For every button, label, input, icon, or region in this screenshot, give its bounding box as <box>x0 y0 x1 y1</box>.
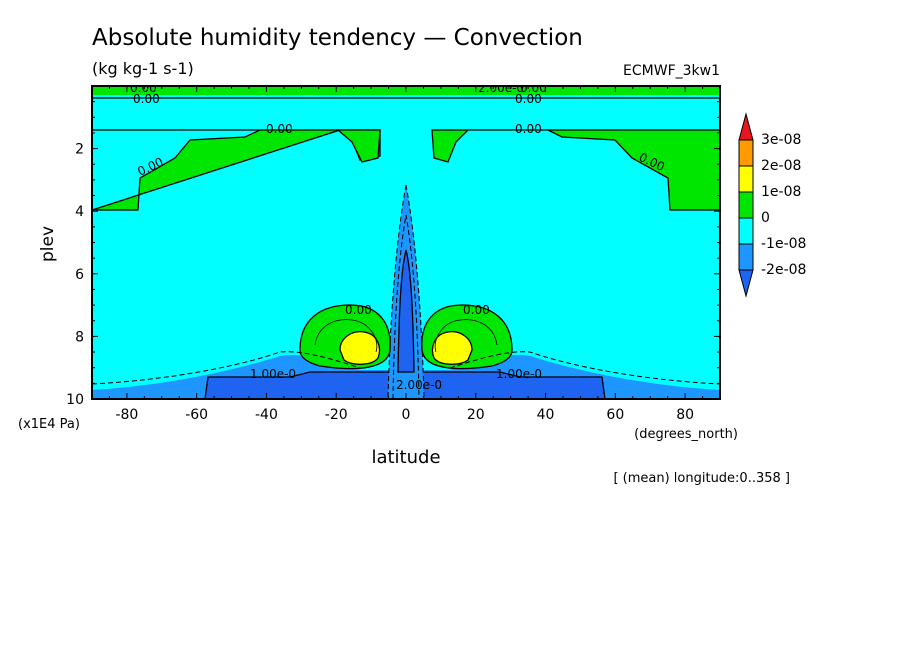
contour-label: 0.00 <box>515 122 542 136</box>
contour-label: 0.00 <box>130 81 157 95</box>
x-units-label: (degrees_north) <box>634 427 738 442</box>
y-tick-label: 4 <box>75 204 84 220</box>
x-tick-label: 20 <box>467 407 485 423</box>
colorbar-segment <box>738 165 754 193</box>
colorbar-segment <box>738 269 754 298</box>
y-units-label: (x1E4 Pa) <box>18 417 80 432</box>
x-tick-label: -80 <box>115 407 138 423</box>
x-tick-label: 60 <box>606 407 624 423</box>
contour-label: 0.00 <box>463 303 490 317</box>
x-tick-label: 40 <box>537 407 555 423</box>
x-tick-label: 0 <box>402 407 411 423</box>
x-tick-label: -40 <box>255 407 278 423</box>
contour-label: 0.00 <box>515 92 542 106</box>
units-label: (kg kg-1 s-1) <box>92 59 194 78</box>
y-tick-label: 2 <box>75 142 84 158</box>
colorbar-segment <box>738 112 754 141</box>
colorbar-label: 2e-08 <box>761 158 801 174</box>
positive-max-west-inner <box>339 331 381 365</box>
colorbar-segment <box>738 243 754 271</box>
contour-label: 0.00 <box>520 81 547 95</box>
colorbar-label: 1e-08 <box>761 184 801 200</box>
x-tick-label: 80 <box>676 407 694 423</box>
contour-label: 0.00 <box>266 122 293 136</box>
colorbar-segment <box>738 217 754 245</box>
contour-label: 2.00e-0 <box>478 81 524 95</box>
colorbar-label: 0 <box>761 210 770 226</box>
plot-area: 0.00 0.00 0.00 0.00 0.00 0.00 0.00 0.00 … <box>92 81 720 399</box>
colorbar-label: 3e-08 <box>761 132 801 148</box>
y-axis-ticks: 2 4 6 8 10 <box>66 85 720 408</box>
positive-region-east <box>431 129 720 211</box>
colorbar-label: -1e-08 <box>761 236 806 252</box>
positive-max-east-inner <box>431 331 473 365</box>
x-tick-label: -20 <box>325 407 348 423</box>
colorbar-segment <box>738 191 754 219</box>
dataset-label: ECMWF_3kw1 <box>623 63 720 79</box>
colorbar-label: -2e-08 <box>761 262 806 278</box>
y-axis-label: plev <box>38 226 58 262</box>
contour-lines <box>92 97 720 399</box>
colorbar: 3e-08 2e-08 1e-08 0 -1e-08 -2e-08 <box>738 112 806 298</box>
y-tick-label: 8 <box>75 329 84 345</box>
colorbar-segment <box>738 139 754 167</box>
contour-label: 1.00e-0 <box>250 367 296 381</box>
contour-label: 0.00 <box>133 92 160 106</box>
x-axis-label: latitude <box>371 447 440 468</box>
y-tick-label: 10 <box>66 392 84 408</box>
contour-label: 0.00 <box>345 303 372 317</box>
y-tick-label: 6 <box>75 267 84 283</box>
contour-label: 2.00e-0 <box>396 378 442 392</box>
equatorial-column-inner <box>397 249 415 373</box>
contour-label: 1.00e-0 <box>496 367 542 381</box>
positive-region-west-tongue <box>336 129 381 163</box>
x-tick-label: -60 <box>185 407 208 423</box>
chart-title: Absolute humidity tendency — Convection <box>92 25 583 51</box>
mean-note: [ (mean) longitude:0..358 ] <box>613 471 790 486</box>
